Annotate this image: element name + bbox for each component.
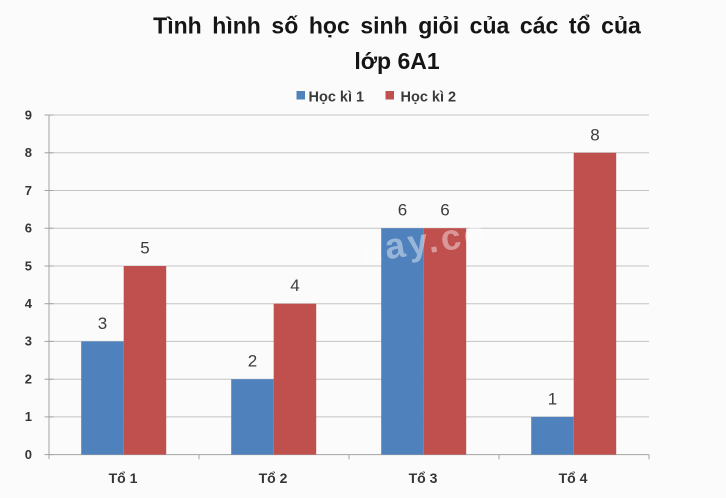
svg-text:6: 6: [440, 201, 449, 220]
svg-text:Học kì 2: Học kì 2: [401, 90, 457, 106]
svg-text:Tổ 2: Tổ 2: [259, 470, 288, 486]
svg-text:1: 1: [25, 409, 32, 424]
svg-text:8: 8: [25, 145, 32, 160]
svg-text:Tình hình số học sinh giỏi của: Tình hình số học sinh giỏi của các tổ củ…: [153, 13, 641, 39]
svg-text:Tổ 1: Tổ 1: [109, 470, 138, 486]
svg-text:7: 7: [25, 183, 32, 198]
svg-text:8: 8: [590, 125, 599, 144]
svg-text:3: 3: [25, 334, 32, 349]
svg-text:6: 6: [398, 201, 407, 220]
svg-text:5: 5: [140, 239, 149, 258]
svg-text:4: 4: [290, 276, 299, 295]
svg-text:Tổ 4: Tổ 4: [559, 470, 588, 486]
svg-text:Học kì 1: Học kì 1: [309, 90, 365, 106]
svg-text:2: 2: [248, 352, 257, 371]
svg-text:0: 0: [25, 447, 32, 462]
svg-text:5: 5: [25, 258, 32, 273]
svg-text:4: 4: [25, 296, 33, 311]
svg-text:3: 3: [98, 314, 107, 333]
svg-text:lớp 6A1: lớp 6A1: [354, 48, 440, 74]
svg-text:2: 2: [25, 372, 32, 387]
svg-text:1: 1: [548, 389, 557, 408]
svg-text:9: 9: [25, 107, 32, 122]
svg-text:6: 6: [25, 221, 32, 236]
svg-text:Tổ 3: Tổ 3: [409, 470, 438, 486]
